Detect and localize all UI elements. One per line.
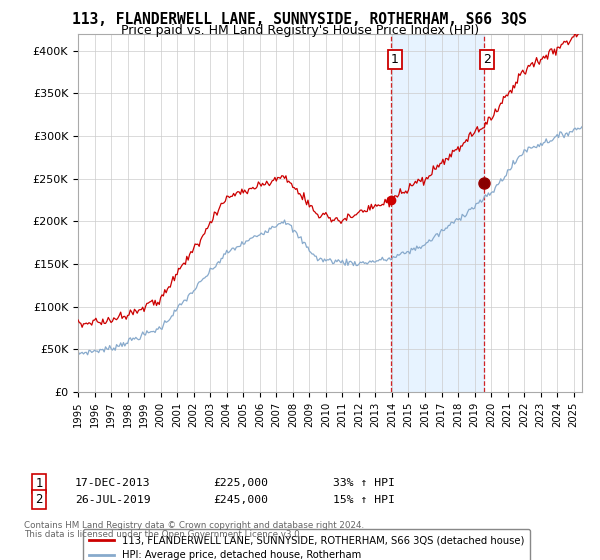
Text: Contains HM Land Registry data © Crown copyright and database right 2024.: Contains HM Land Registry data © Crown c… xyxy=(24,521,364,530)
Text: 26-JUL-2019: 26-JUL-2019 xyxy=(75,494,151,505)
Text: 1: 1 xyxy=(391,53,398,66)
Text: 2: 2 xyxy=(483,53,491,66)
Text: This data is licensed under the Open Government Licence v3.0.: This data is licensed under the Open Gov… xyxy=(24,530,302,539)
Bar xyxy=(391,34,484,392)
Text: £245,000: £245,000 xyxy=(213,494,268,505)
Text: £225,000: £225,000 xyxy=(213,478,268,488)
Text: 113, FLANDERWELL LANE, SUNNYSIDE, ROTHERHAM, S66 3QS: 113, FLANDERWELL LANE, SUNNYSIDE, ROTHER… xyxy=(73,12,527,27)
Text: 2: 2 xyxy=(35,493,43,506)
Text: 15% ↑ HPI: 15% ↑ HPI xyxy=(333,494,395,505)
Text: 17-DEC-2013: 17-DEC-2013 xyxy=(75,478,151,488)
Text: 1: 1 xyxy=(35,477,43,490)
Legend: 113, FLANDERWELL LANE, SUNNYSIDE, ROTHERHAM, S66 3QS (detached house), HPI: Aver: 113, FLANDERWELL LANE, SUNNYSIDE, ROTHER… xyxy=(83,529,530,560)
Text: 33% ↑ HPI: 33% ↑ HPI xyxy=(333,478,395,488)
Text: Price paid vs. HM Land Registry's House Price Index (HPI): Price paid vs. HM Land Registry's House … xyxy=(121,24,479,37)
